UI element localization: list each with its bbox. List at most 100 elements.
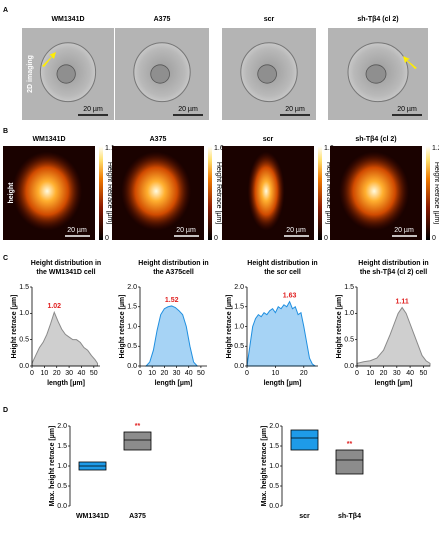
box [290, 429, 319, 451]
chart-title: the scr cell [264, 269, 301, 276]
colorbar-label: Height Retrace [µm] [325, 162, 332, 224]
x-tick-label: 40 [406, 370, 414, 377]
significance: ** [347, 441, 353, 448]
y-tick-label: 1.0 [234, 323, 244, 330]
y-tick-label: 1.0 [127, 323, 137, 330]
colorbar-min: 0 [214, 235, 218, 242]
y-tick-label: 1.5 [269, 443, 279, 450]
x-tick-label: 10 [272, 370, 280, 377]
y-tick-label: 0.0 [19, 363, 29, 370]
colorbar-max: 1.6 [214, 145, 224, 152]
y-axis-title: Max. height retrace [µm] [261, 426, 268, 507]
scale-bar-label: 20 µm [67, 227, 87, 234]
panel-label: B [3, 128, 8, 135]
category-label: sh-Tβ4 [338, 513, 361, 520]
scale-bar-label: 20 µm [178, 106, 198, 113]
y-tick-label: 1.0 [269, 463, 279, 470]
chart-title: Height distribution in [358, 260, 428, 267]
scale-bar-label: 20 µm [285, 106, 305, 113]
profile-area [31, 310, 99, 367]
cell-heat [247, 151, 285, 231]
x-tick-label: 0 [245, 370, 249, 377]
scale-bar-label: 20 µm [176, 227, 196, 234]
image-title: scr [264, 16, 275, 23]
chart-title: Height distribution in [31, 260, 101, 267]
y-tick-label: 1.5 [19, 284, 29, 291]
x-tick-label: 20 [380, 370, 388, 377]
x-axis-title: length [µm] [47, 380, 85, 387]
cell-heat [339, 151, 410, 231]
peak-label: 1.63 [283, 292, 297, 299]
chart-title: the A375cell [153, 269, 194, 276]
nucleus [56, 64, 76, 84]
image-title: sh-Tβ4 (cl 2) [355, 136, 396, 143]
x-axis-title: length [µm] [375, 380, 413, 387]
y-tick-label: 1.5 [344, 284, 354, 291]
chart-title: Height distribution in [247, 260, 317, 267]
peak-label: 1.52 [165, 297, 179, 304]
image-title: WM1341D [32, 136, 65, 143]
panel-label: C [3, 255, 8, 262]
image-title: scr [263, 136, 274, 143]
y-tick-label: 2.0 [269, 423, 279, 430]
x-tick-label: 40 [185, 370, 193, 377]
x-tick-label: 50 [197, 370, 205, 377]
y-tick-label: 0.0 [127, 363, 137, 370]
scale-bar-label: 20 µm [397, 106, 417, 113]
cell-heat [121, 151, 192, 231]
peak-label: 1.11 [396, 298, 409, 305]
x-tick-label: 30 [393, 370, 401, 377]
profile-area [246, 300, 317, 367]
nucleus [150, 64, 170, 84]
nucleus [365, 64, 387, 84]
category-label: WM1341D [76, 513, 109, 520]
colorbar-min: 0 [105, 235, 109, 242]
colorbar-label: Height Retrace [µm] [215, 162, 222, 224]
y-tick-label: 0.0 [269, 503, 279, 510]
chart-title: Height distribution in [138, 260, 208, 267]
significance: ** [135, 423, 141, 430]
chart-title: the WM1341D cell [36, 269, 95, 276]
profile-area [356, 306, 431, 367]
peak-label: 1.02 [47, 303, 61, 310]
colorbar-min: 0 [324, 235, 328, 242]
colorbar-label: Height Retrace [µm] [106, 162, 113, 224]
y-tick-label: 0.5 [19, 337, 29, 344]
x-tick-label: 20 [53, 370, 61, 377]
scale-bar-label: 20 µm [394, 227, 414, 234]
colorbar-max: 1.1 [105, 145, 115, 152]
panel-label: D [3, 407, 8, 414]
y-axis-title: Height retrace [µm] [119, 295, 126, 359]
colorbar [426, 146, 430, 240]
x-tick-label: 30 [173, 370, 181, 377]
x-tick-label: 20 [160, 370, 168, 377]
x-tick-label: 10 [148, 370, 156, 377]
chart-title: the sh-Tβ4 (cl 2) cell [360, 269, 427, 276]
arrow [403, 56, 417, 69]
arrow [42, 52, 56, 67]
panel-label: A [3, 7, 8, 14]
x-tick-label: 10 [40, 370, 48, 377]
y-tick-label: 2.0 [57, 423, 67, 430]
image-title: A375 [154, 16, 171, 23]
y-tick-label: 1.5 [234, 304, 244, 311]
row-label: height [8, 182, 15, 204]
y-axis-title: Height retrace [µm] [226, 295, 233, 359]
y-tick-label: 0.5 [127, 343, 137, 350]
scale-bar-label: 20 µm [83, 106, 103, 113]
colorbar [99, 146, 103, 240]
row-label: 2D imaging [27, 55, 34, 93]
image-title: WM1341D [51, 16, 84, 23]
y-axis-title: Height retrace [µm] [336, 295, 343, 359]
category-label: A375 [129, 513, 146, 520]
image-title: A375 [150, 136, 167, 143]
scale-bar-label: 20 µm [286, 227, 306, 234]
y-tick-label: 1.0 [57, 463, 67, 470]
x-axis-title: length [µm] [155, 380, 193, 387]
y-tick-label: 1.0 [344, 310, 354, 317]
y-tick-label: 1.5 [57, 443, 67, 450]
colorbar [318, 146, 322, 240]
box [123, 431, 152, 451]
y-tick-label: 0.5 [57, 483, 67, 490]
